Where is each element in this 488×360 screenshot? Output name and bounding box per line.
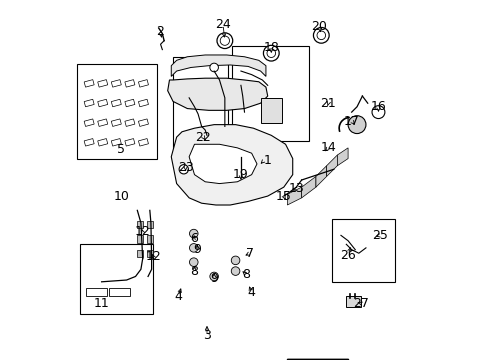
Text: 13: 13 <box>288 183 304 195</box>
Bar <box>138 119 148 126</box>
Text: 4: 4 <box>247 286 255 299</box>
Polygon shape <box>167 78 267 111</box>
Circle shape <box>189 244 198 252</box>
Text: 7: 7 <box>245 247 253 260</box>
Text: 5: 5 <box>117 143 125 156</box>
Polygon shape <box>189 144 257 184</box>
Bar <box>77 64 157 158</box>
Bar <box>147 249 152 257</box>
Polygon shape <box>337 148 347 166</box>
Bar <box>124 119 135 126</box>
Bar <box>98 80 107 87</box>
Circle shape <box>179 165 188 174</box>
Text: 10: 10 <box>113 190 129 203</box>
Bar <box>98 119 107 126</box>
Bar <box>138 99 148 107</box>
Circle shape <box>209 63 218 72</box>
Circle shape <box>220 36 229 45</box>
Bar <box>84 139 94 146</box>
Bar <box>137 249 142 257</box>
Bar <box>111 119 121 126</box>
Text: 20: 20 <box>311 20 327 33</box>
Polygon shape <box>326 155 337 176</box>
Text: 1: 1 <box>263 154 271 167</box>
Bar <box>98 99 107 107</box>
Bar <box>84 99 94 107</box>
Bar <box>111 139 121 146</box>
Bar <box>346 296 360 307</box>
Text: 2: 2 <box>156 25 164 38</box>
Text: 12: 12 <box>145 250 161 263</box>
Bar <box>231 46 308 141</box>
Text: 11: 11 <box>94 297 109 310</box>
Circle shape <box>209 272 218 281</box>
Text: 23: 23 <box>177 161 193 174</box>
Text: 19: 19 <box>233 168 248 181</box>
Circle shape <box>189 229 198 238</box>
Text: 22: 22 <box>195 131 211 144</box>
Bar <box>331 219 394 282</box>
Text: 24: 24 <box>215 18 230 31</box>
Text: 8: 8 <box>189 265 197 278</box>
Text: 16: 16 <box>370 100 386 113</box>
Circle shape <box>217 33 232 49</box>
Text: 9: 9 <box>193 243 201 256</box>
Bar <box>124 80 135 87</box>
Text: 9: 9 <box>210 272 218 285</box>
Bar <box>147 221 152 228</box>
Circle shape <box>266 49 275 58</box>
Circle shape <box>263 45 279 61</box>
Polygon shape <box>171 125 292 205</box>
Bar <box>108 288 130 296</box>
Circle shape <box>231 267 240 275</box>
Bar <box>85 288 107 296</box>
Bar <box>260 98 282 123</box>
Text: 27: 27 <box>352 297 368 310</box>
Text: 17: 17 <box>343 114 359 127</box>
Bar <box>84 119 94 126</box>
Text: 21: 21 <box>320 97 336 110</box>
Bar <box>111 99 121 107</box>
Circle shape <box>347 116 365 134</box>
Text: 3: 3 <box>203 329 210 342</box>
Text: 6: 6 <box>189 233 197 246</box>
Circle shape <box>231 256 240 265</box>
Text: 12: 12 <box>135 225 150 238</box>
Bar <box>98 139 107 146</box>
Polygon shape <box>315 166 326 187</box>
Bar <box>138 139 148 146</box>
Bar <box>84 80 94 87</box>
Bar <box>124 99 135 107</box>
Circle shape <box>371 106 384 118</box>
Bar <box>173 57 228 148</box>
Circle shape <box>313 27 328 43</box>
Text: 26: 26 <box>340 248 355 261</box>
Text: 25: 25 <box>371 229 387 242</box>
Text: 4: 4 <box>174 289 182 303</box>
Circle shape <box>316 31 325 40</box>
Text: 15: 15 <box>275 190 291 203</box>
Circle shape <box>189 258 198 266</box>
Polygon shape <box>287 187 301 205</box>
Bar <box>111 80 121 87</box>
Polygon shape <box>171 55 265 76</box>
Bar <box>137 221 142 228</box>
Polygon shape <box>301 176 315 198</box>
Bar <box>147 235 152 243</box>
Text: 14: 14 <box>320 141 336 154</box>
Text: 18: 18 <box>263 41 279 54</box>
Text: 8: 8 <box>242 268 250 281</box>
Bar <box>137 235 142 243</box>
Bar <box>80 244 153 314</box>
Bar <box>138 80 148 87</box>
Bar <box>124 139 135 146</box>
